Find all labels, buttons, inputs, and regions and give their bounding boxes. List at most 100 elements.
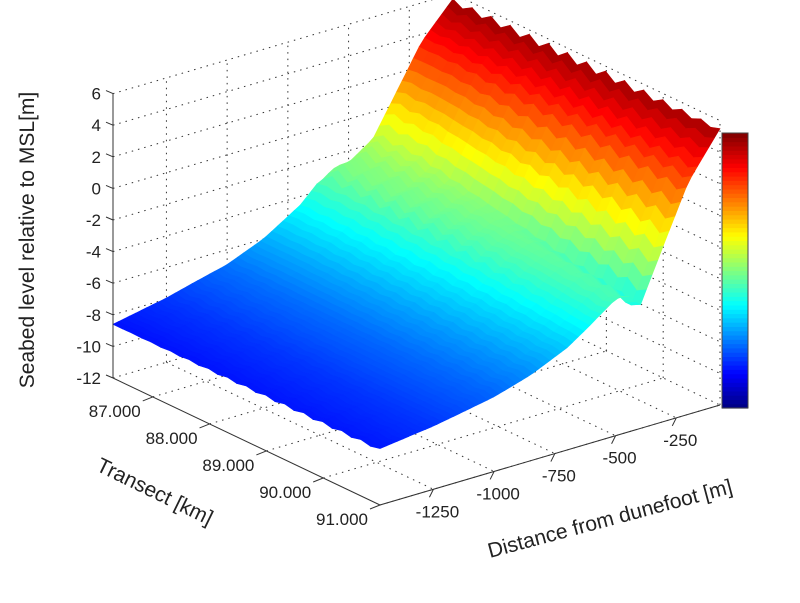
colorbar-swatch [722,395,748,401]
colorbar-swatch [722,347,748,353]
z-tick-label: -12 [76,369,101,388]
colorbar-swatch [722,326,748,332]
y-tick-label: -750 [542,467,576,486]
colorbar-swatch [722,175,748,181]
x-tick-label: 87.000 [89,402,141,421]
surface-patch [369,443,387,449]
z-tick-label: -4 [86,243,101,262]
grid-line [323,377,664,479]
z-tick-label: -2 [86,211,101,230]
colorbar-swatch [722,279,748,284]
y-tick [611,435,617,444]
z-tick [105,90,114,95]
z-tick [105,216,114,221]
grid-line [112,151,454,253]
x-tick-label: 90.000 [259,483,311,502]
z-tick [105,342,114,347]
colorbar-swatch [722,197,748,203]
y-tick [489,471,495,480]
grid-line [152,296,493,398]
colorbar-swatch [722,201,748,207]
z-tick [105,248,114,253]
colorbar-swatch [722,184,748,190]
colorbar-swatch [722,227,748,233]
colorbar-swatch [722,322,748,327]
colorbar-swatch [722,218,748,224]
x-axis-line [112,377,381,506]
colorbar-swatch [722,330,748,336]
grid-line [112,277,454,379]
y-tick-label: -1250 [416,502,459,521]
x-tick-label: 89.000 [202,456,254,475]
grid-line [112,87,454,189]
y-tick [428,489,434,498]
colorbar-swatch [722,167,748,173]
grid-line [112,182,454,284]
z-tick-label: 6 [92,85,101,104]
x-tick [256,450,267,456]
colorbar-swatch [722,223,748,229]
colorbar-swatch [722,287,748,293]
z-tick [105,121,114,126]
grid-line [266,350,607,452]
colorbar-swatch [722,154,748,160]
colorbar-swatch [722,244,748,250]
colorbar-swatch [722,317,748,323]
colorbar [721,132,749,409]
colorbar-swatch [722,339,748,345]
z-tick [105,279,114,284]
colorbar-swatch [722,382,748,388]
z-tick-label: -6 [86,274,101,293]
x-tick-label: 91.000 [316,510,368,529]
colorbar-swatch [722,399,748,405]
z-tick-label: 0 [92,179,101,198]
colorbar-swatch [722,334,748,340]
colorbar-swatch [722,206,748,211]
colorbar-swatch [722,266,748,272]
z-tick-label: 4 [92,116,101,135]
surface [112,0,721,449]
colorbar-swatch [722,386,748,392]
colorbar-swatch [722,309,748,315]
x-tick [199,423,210,429]
colorbar-swatch [722,236,748,242]
y-axis-title: Distance from dunefoot [m] [485,475,734,562]
colorbar-swatch [722,313,748,319]
x-tick [369,504,381,510]
z-tick [105,184,114,189]
colorbar-swatch [722,343,748,349]
y-tick [550,453,556,462]
x-tick-label: 88.000 [146,429,198,448]
colorbar-swatch [722,403,748,409]
colorbar-swatch [722,291,748,297]
colorbar-swatch [722,214,748,220]
y-axis-line [379,404,721,506]
grid-line [112,0,434,95]
y-tick [671,417,677,427]
colorbar-swatch [722,270,748,276]
z-tick-label: 2 [92,148,101,167]
colorbar-swatch [722,133,748,138]
grid-line [209,323,550,425]
colorbar-swatch [722,304,748,310]
colorbar-swatch [722,274,748,280]
x-tick [313,477,324,483]
colorbar-swatch [722,249,748,254]
grid-line [112,119,454,221]
z-tick-label: -8 [86,306,101,325]
colorbar-swatch [722,352,748,358]
colorbar-swatch [722,150,748,156]
colorbar-swatch [722,390,748,396]
y-tick-label: -250 [663,431,697,450]
colorbar-swatch [722,193,748,199]
z-axis-title: Seabed level relative to MSL[m] [16,92,39,388]
x-axis-title: Transect [km] [93,454,217,530]
colorbar-swatch [722,300,748,306]
colorbar-swatch [722,210,748,216]
colorbar-swatch [722,180,748,186]
colorbar-swatch [722,240,748,246]
colorbar-swatch [722,253,748,259]
colorbar-swatch [722,365,748,370]
colorbar-swatch [722,296,748,302]
